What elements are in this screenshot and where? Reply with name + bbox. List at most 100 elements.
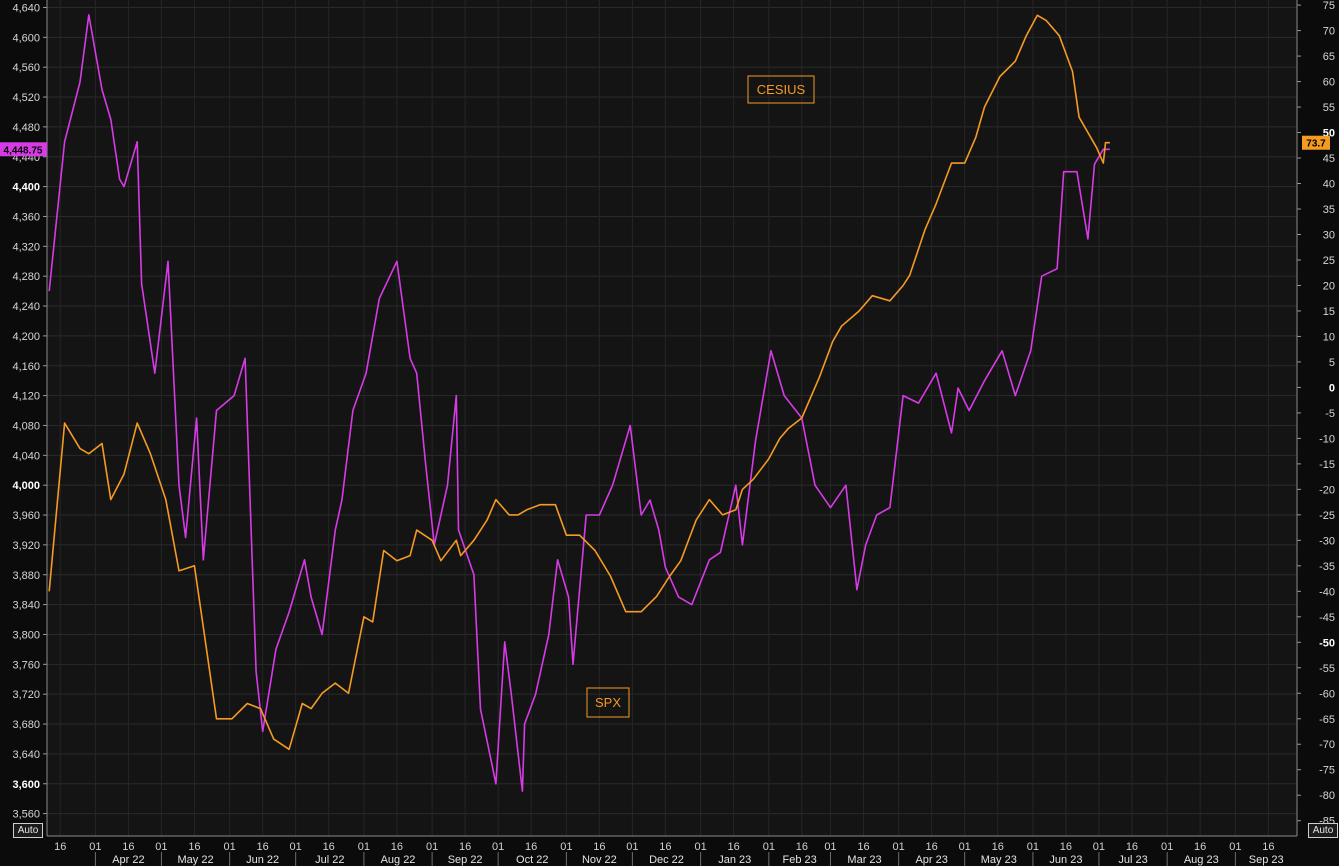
day-tick-label: 01 — [1161, 841, 1173, 853]
right-tick-label: 20 — [1323, 280, 1335, 292]
day-tick-label: 16 — [1060, 841, 1072, 853]
right-tick-label: 15 — [1323, 306, 1335, 318]
left-tick-label: 3,760 — [12, 659, 40, 671]
auto-scale-right-button[interactable]: Auto — [1308, 823, 1338, 838]
right-tick-label: 30 — [1323, 229, 1335, 241]
right-tick-label: -55 — [1319, 663, 1335, 675]
day-tick-label: 01 — [224, 841, 236, 853]
month-label: Dec 22 — [649, 854, 684, 866]
time-axis[interactable]: 16 01 16 01 16 01 16 01 16 01 16 01 16 01 16 01 16 01 16 01… — [47, 835, 1297, 866]
right-tick-label: -5 — [1325, 408, 1335, 420]
right-tick-label: -40 — [1319, 586, 1335, 598]
right-tick-label: -60 — [1319, 688, 1335, 700]
right-tick-label: 35 — [1323, 204, 1335, 216]
left-tick-label: 4,640 — [12, 2, 40, 14]
left-tick-label: 4,520 — [12, 92, 40, 104]
right-tick-label: 60 — [1323, 77, 1335, 89]
left-tick-label: 4,480 — [12, 122, 40, 134]
day-tick-label: 16 — [1194, 841, 1206, 853]
left-tick-label: 4,280 — [12, 271, 40, 283]
left-axis-spx[interactable]: 4,6404,6004,5604,5204,4804,4404,4004,360… — [12, 0, 48, 836]
month-label: Jun 22 — [246, 854, 279, 866]
right-tick-label: 45 — [1323, 153, 1335, 165]
cesius-label: CESIUS — [757, 82, 806, 97]
day-tick-label: 01 — [426, 841, 438, 853]
plot-area — [47, 0, 1297, 836]
month-label: Aug 22 — [381, 854, 416, 866]
left-tick-label: 4,560 — [12, 62, 40, 74]
month-label: Oct 22 — [516, 854, 548, 866]
day-tick-label: 16 — [323, 841, 335, 853]
month-label: Mar 23 — [847, 854, 881, 866]
left-tick-label: 4,360 — [12, 211, 40, 223]
day-tick-label: 16 — [727, 841, 739, 853]
day-tick-label: 01 — [1027, 841, 1039, 853]
right-tick-label: -80 — [1319, 790, 1335, 802]
right-tick-label: -30 — [1319, 535, 1335, 547]
left-tick-label: 4,040 — [12, 450, 40, 462]
left-tick-label: 3,680 — [12, 719, 40, 731]
day-tick-label: 16 — [1262, 841, 1274, 853]
day-tick-label: 01 — [1229, 841, 1241, 853]
auto-scale-left-button[interactable]: Auto — [13, 823, 43, 838]
spx-last-value-badge — [0, 142, 47, 157]
right-tick-label: 40 — [1323, 179, 1335, 191]
spx-label: SPX — [595, 695, 621, 710]
day-tick-label: 01 — [492, 841, 504, 853]
left-tick-label: 4,320 — [12, 241, 40, 253]
left-tick-label: 4,120 — [12, 391, 40, 403]
month-label: Apr 23 — [915, 854, 947, 866]
grid-lines — [47, 0, 1297, 836]
right-tick-label: 0 — [1329, 382, 1335, 394]
left-tick-label: 3,800 — [12, 629, 40, 641]
right-tick-label: -15 — [1319, 459, 1335, 471]
month-label: Jul 23 — [1118, 854, 1147, 866]
left-tick-label: 3,640 — [12, 749, 40, 761]
day-tick-label: 16 — [992, 841, 1004, 853]
month-label: Sep 22 — [448, 854, 483, 866]
right-tick-label: -20 — [1319, 484, 1335, 496]
left-tick-label: 4,200 — [12, 331, 40, 343]
month-label: Nov 22 — [582, 854, 617, 866]
right-tick-label: 55 — [1323, 102, 1335, 114]
annotation-layer: CESIUS SPX — [586, 75, 815, 718]
right-tick-label: 5 — [1329, 357, 1335, 369]
left-tick-label: 4,240 — [12, 301, 40, 313]
month-label: Sep 23 — [1249, 854, 1284, 866]
series-line-cesius[interactable] — [48, 14, 1110, 751]
day-tick-label: 16 — [391, 841, 403, 853]
day-tick-label: 16 — [593, 841, 605, 853]
right-tick-label: -50 — [1319, 637, 1335, 649]
day-tick-label: 01 — [560, 841, 572, 853]
left-tick-label: 3,880 — [12, 570, 40, 582]
day-tick-label: 01 — [626, 841, 638, 853]
day-tick-label: 01 — [1093, 841, 1105, 853]
left-tick-label: 3,560 — [12, 809, 40, 821]
day-tick-label: 01 — [290, 841, 302, 853]
left-tick-label: 3,840 — [12, 600, 40, 612]
right-tick-label: 70 — [1323, 26, 1335, 38]
right-tick-label: -75 — [1319, 765, 1335, 777]
day-tick-label: 16 — [122, 841, 134, 853]
right-tick-label: -45 — [1319, 612, 1335, 624]
last-value-markers: 4,448.75 73.7 — [0, 135, 1330, 157]
right-tick-label: -25 — [1319, 510, 1335, 522]
right-axis-cesius[interactable]: 757065605550454035302520151050-5-10-15-2… — [1296, 0, 1335, 836]
series-layer — [48, 14, 1110, 793]
month-label: Jan 23 — [718, 854, 751, 866]
left-tick-label: 4,080 — [12, 420, 40, 432]
day-tick-label: 16 — [659, 841, 671, 853]
cesius-last-value-badge — [1302, 135, 1330, 150]
day-tick-label: 16 — [857, 841, 869, 853]
right-tick-label: 25 — [1323, 255, 1335, 267]
series-line-spx[interactable] — [48, 14, 1110, 793]
day-tick-label: 01 — [959, 841, 971, 853]
right-tick-label: 65 — [1323, 51, 1335, 63]
day-tick-label: 16 — [1126, 841, 1138, 853]
right-tick-label: -65 — [1319, 714, 1335, 726]
left-tick-label: 3,960 — [12, 510, 40, 522]
spx-last-value: 4,448.75 — [4, 145, 43, 156]
left-tick-label: 4,160 — [12, 361, 40, 373]
month-label: May 23 — [981, 854, 1017, 866]
